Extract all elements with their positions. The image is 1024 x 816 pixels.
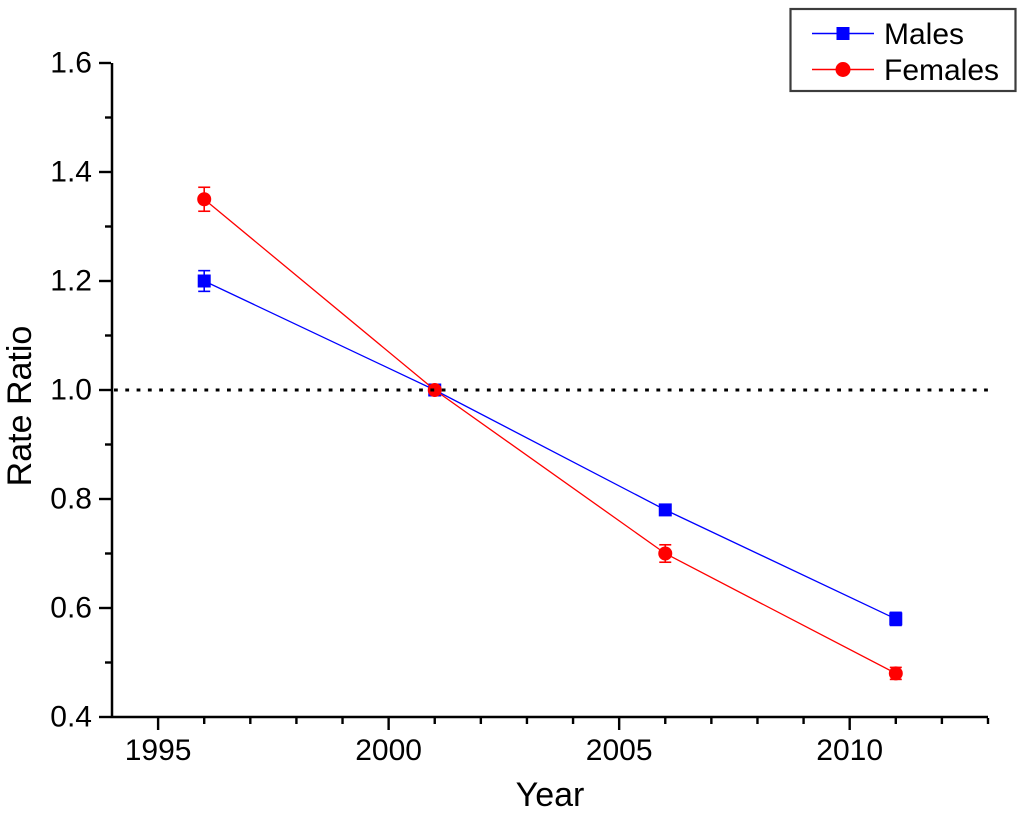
y-tick-label: 0.8 [50, 483, 92, 516]
legend-marker-square [836, 27, 850, 40]
data-point-circle [197, 192, 212, 207]
y-tick-label: 1.6 [50, 47, 92, 80]
y-tick-label: 1.2 [50, 265, 92, 298]
series-females [197, 186, 903, 681]
series-line-females [203, 198, 897, 674]
series-males [197, 269, 903, 627]
x-axis-title: Year [516, 776, 585, 814]
x-tick-label: 2010 [816, 734, 883, 767]
x-tick-label: 2005 [586, 734, 653, 767]
data-point-circle [427, 383, 442, 397]
y-tick-label: 0.6 [50, 592, 92, 625]
x-tick-label: 1995 [125, 734, 192, 767]
legend-box [789, 7, 1017, 93]
axis-labels-layer: Year Rate Ratio [1, 326, 584, 814]
legend-marker-circle [835, 62, 851, 77]
axes-layer: 0.4 0.6 0.8 1.0 1.2 1.4 1.6 1995 2000 2005 2010 [50, 47, 990, 767]
data-point-square [658, 503, 672, 517]
data-point-square [197, 274, 211, 288]
axis-frame [110, 63, 988, 719]
y-tick-label: 1.4 [50, 156, 92, 189]
x-tick-label: 2000 [355, 734, 422, 767]
data-point-square [889, 612, 903, 626]
data-point-circle [658, 546, 673, 561]
y-axis-title: Rate Ratio [1, 326, 39, 487]
legend-label: Males [884, 18, 964, 51]
series-line-males [203, 280, 897, 620]
series-layer [197, 186, 903, 681]
legend-label: Females [884, 54, 999, 87]
legend-item-males: Males [812, 18, 964, 51]
data-point-circle [888, 666, 903, 681]
legend-item-females: Females [812, 54, 999, 87]
y-tick-label: 1.0 [50, 374, 92, 407]
y-tick-label: 0.4 [50, 701, 92, 734]
